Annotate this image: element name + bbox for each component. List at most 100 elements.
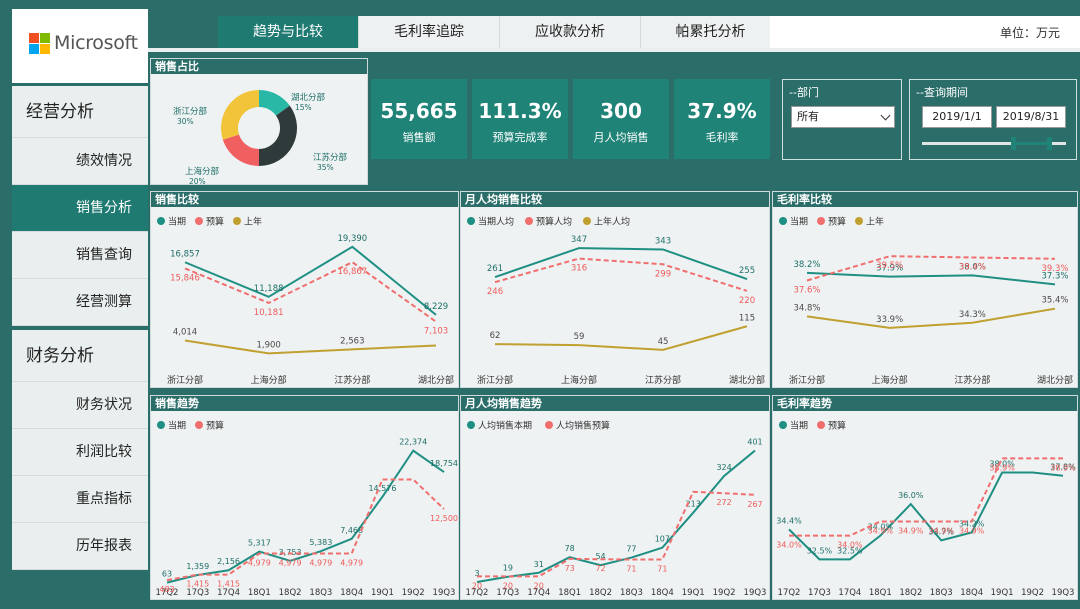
category-label: 湖北分部 [1037,374,1073,386]
department-value: 所有 [797,110,819,123]
legend-label[interactable]: 预算人均 [536,216,572,228]
tab-gross-margin[interactable]: 毛利率追踪 [359,16,500,48]
series-line[interactable] [166,478,445,582]
kpi-value: 300 [600,99,642,123]
legend-label[interactable]: 预算 [206,216,224,228]
data-label: 255 [739,266,755,276]
data-label: 31 [534,560,544,569]
category-label: 17Q4 [527,588,550,598]
data-label: 1,359 [186,562,209,571]
sidebar-group-operations: 经营分析 绩效情况 销售分析 销售查询 经营测算 [12,86,148,326]
category-label: 18Q1 [558,588,581,598]
data-label: 36.0% [898,491,924,500]
data-label: 54 [595,552,605,561]
legend-label[interactable]: 上年人均 [594,216,630,228]
data-label: 19 [503,564,513,573]
percap-trend-chart: 人均销售本期 人均销售预算 17Q2 17Q3 17Q4 18Q1 18Q2 18Q3 18Q4… [466,420,767,599]
slice-pct: 35% [317,163,334,172]
donut-slice[interactable] [259,90,290,116]
period-slider-end-handle[interactable] [1046,137,1052,150]
tab-pareto[interactable]: 帕累托分析 [641,16,781,48]
header-divider [148,48,1080,52]
data-label: 483 [159,585,174,594]
donut-slice[interactable] [259,105,297,166]
series-line[interactable] [184,245,437,316]
legend-label[interactable]: 当期 [790,216,808,228]
panel-gm-compare: 毛利率比较 当期 预算 上年 浙江分部 上海分部 江苏分部 湖北分部 38.2% 37.9% 38… [772,191,1078,388]
sidebar-item-financial-status[interactable]: 财务状况 [12,382,148,429]
donut-slice[interactable] [222,134,259,166]
sidebar-item-annual-reports[interactable]: 历年报表 [12,523,148,570]
data-label: 77 [626,545,636,554]
legend-label[interactable]: 上年 [866,216,884,228]
sidebar-item-operation-estimate[interactable]: 经营测算 [12,279,148,326]
data-label: 38.0% [959,262,986,272]
legend-marker [467,217,475,225]
unit-label: 单位：万元 [999,26,1060,40]
legend-label[interactable]: 当期 [168,216,186,228]
series-line[interactable] [806,255,1056,282]
panel-title: 毛利率比较 [773,192,1077,207]
legend-label[interactable]: 当期人均 [478,216,514,228]
period-slider-start-handle[interactable] [1010,137,1016,150]
tab-receivables[interactable]: 应收款分析 [500,16,641,48]
sidebar-item-key-indicators[interactable]: 重点指标 [12,476,148,523]
legend-label[interactable]: 人均销售本期 [478,420,532,432]
sidebar-item-sales-query[interactable]: 销售查询 [12,232,148,279]
series-line[interactable] [184,261,437,323]
category-label: 湖北分部 [729,374,765,386]
sidebar-item-sales-analysis[interactable]: 销售分析 [12,185,148,232]
legend-label[interactable]: 人均销售预算 [556,420,610,432]
series-line[interactable] [806,307,1056,329]
data-label: 38.9% [1050,463,1076,472]
category-label: 18Q1 [248,588,271,598]
department-select[interactable]: 所有 [791,106,895,128]
category-label: 19Q1 [991,588,1014,598]
tab-bar: 趋势与比较 毛利率追踪 应收款分析 帕累托分析 [218,16,781,48]
period-slider[interactable] [922,137,1066,150]
series-line[interactable] [477,490,756,578]
data-label: 19,390 [337,234,367,244]
series-line[interactable] [476,449,756,583]
category-label: 湖北分部 [418,374,454,386]
category-label: 17Q3 [186,588,209,598]
legend-marker [817,421,825,429]
legend-label[interactable]: 预算 [206,420,224,432]
series-line[interactable] [494,257,748,292]
legend-label[interactable]: 预算 [828,420,846,432]
series-line[interactable] [789,457,1063,537]
legend-marker [195,421,203,429]
donut-slice[interactable] [221,90,259,140]
series-line[interactable] [166,449,445,584]
legend-label[interactable]: 当期 [168,420,186,432]
legend-label[interactable]: 上年 [244,216,262,228]
series-line[interactable] [184,339,437,355]
data-label: 34.2% [959,520,985,529]
tab-trend-compare[interactable]: 趋势与比较 [218,16,359,48]
end-date-input[interactable]: 2019/8/31 [996,106,1066,128]
sidebar-item-performance[interactable]: 绩效情况 [12,138,148,185]
data-label: 4,014 [173,328,197,338]
start-date-input[interactable]: 2019/1/1 [922,106,992,128]
series-line[interactable] [806,271,1056,286]
data-label: 35.4% [1041,296,1068,306]
data-label: 38.9% [989,463,1015,472]
legend-label[interactable]: 预算 [828,216,846,228]
series-line[interactable] [494,247,748,281]
slice-pct: 15% [295,103,312,112]
data-label: 5,317 [248,539,271,548]
kpi-gross-margin: 37.9% 毛利率 [674,79,770,159]
sidebar-item-profit-compare[interactable]: 利润比较 [12,429,148,476]
panel-sales-compare: 销售比较 当期 预算 上年 浙江分部 上海分部 江苏分部 湖北分部 16,857 11,188 1… [150,191,459,388]
data-label: 115 [739,313,755,323]
legend-label[interactable]: 当期 [790,420,808,432]
series-line[interactable] [494,325,748,351]
sales-trend-chart: 当期 预算 17Q2 17Q3 17Q4 18Q1 18Q2 18Q3 18Q4 19Q1 19Q2… [156,420,458,599]
slice-label: 上海分部 [185,166,220,177]
data-label: 3 [474,569,479,578]
category-label: 浙江分部 [477,374,513,386]
panel-title: 月人均销售趋势 [461,396,769,411]
data-label: 37.9% [876,264,903,274]
panel-title: 销售占比 [151,59,367,74]
